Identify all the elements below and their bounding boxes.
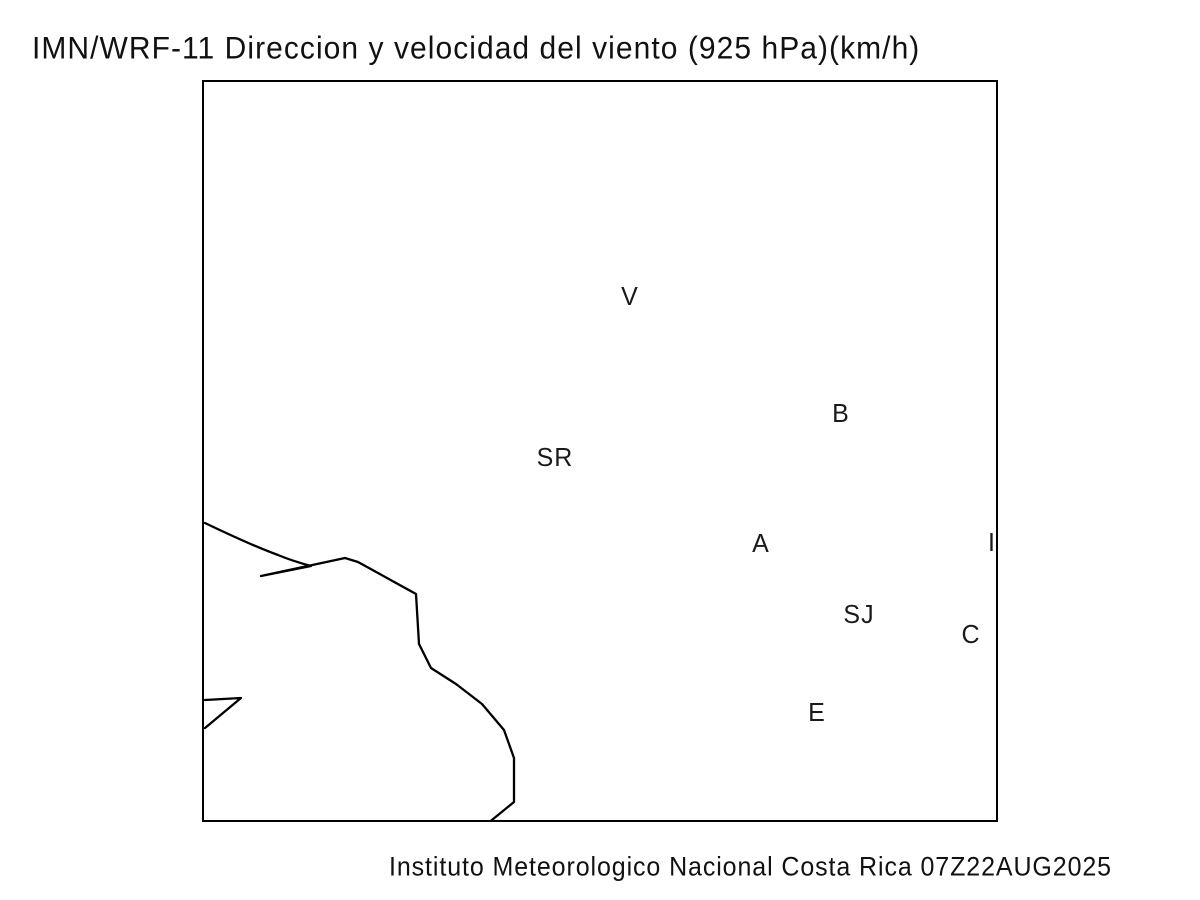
station-label-C[interactable]: C — [961, 619, 981, 650]
station-label-V[interactable]: V — [621, 281, 639, 312]
station-label-B[interactable]: B — [832, 398, 850, 429]
station-label-E[interactable]: E — [808, 697, 826, 728]
footer-caption: Instituto Meteorologico Nacional Costa R… — [389, 852, 1112, 882]
station-label-SR[interactable]: SR — [536, 442, 574, 473]
station-label-SJ[interactable]: SJ — [843, 599, 875, 630]
coastline-polyline — [204, 521, 516, 820]
map-canvas — [204, 82, 996, 820]
station-label-A[interactable]: A — [752, 528, 770, 559]
map-coastline-measured — [204, 82, 996, 820]
station-label-I[interactable]: I — [988, 527, 996, 558]
coastline-measured-group — [204, 521, 516, 820]
map-plot-frame: V B SR A I SJ C E — [202, 80, 998, 822]
coastline-notch — [204, 696, 243, 730]
page-title: IMN/WRF-11 Direccion y velocidad del vie… — [32, 31, 921, 66]
